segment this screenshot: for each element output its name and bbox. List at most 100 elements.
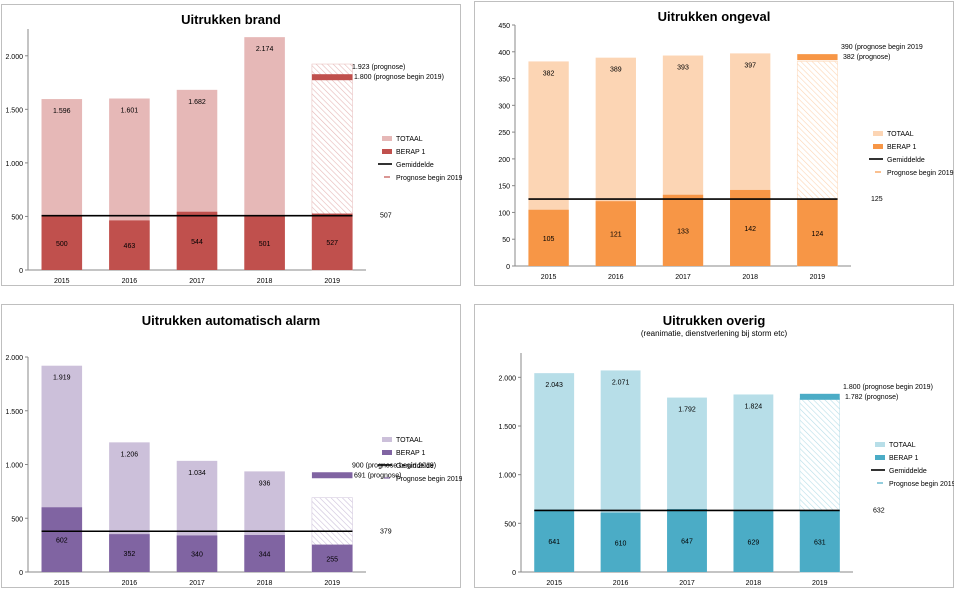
bar-berap bbox=[797, 199, 838, 266]
data-label-totaal: 1.792 bbox=[678, 407, 696, 414]
average-label: 507 bbox=[380, 213, 392, 220]
data-label-berap: 641 bbox=[548, 539, 560, 546]
data-label-berap: 133 bbox=[677, 228, 689, 235]
data-label-berap: 124 bbox=[812, 231, 824, 238]
data-label-totaal: 397 bbox=[744, 62, 756, 69]
average-label: 632 bbox=[873, 507, 885, 514]
annotation: 382 (prognose) bbox=[843, 54, 890, 61]
data-label-totaal: 389 bbox=[610, 67, 622, 74]
chart-title: Uitrukken overig bbox=[662, 313, 766, 328]
data-label-berap: 610 bbox=[615, 540, 627, 547]
y-tick-label: 2.000 bbox=[498, 375, 516, 382]
x-tick-label: 2015 bbox=[54, 580, 70, 587]
y-tick-label: 0 bbox=[506, 264, 510, 271]
legend-swatch-totaal bbox=[875, 442, 885, 447]
data-label-berap: 105 bbox=[543, 236, 555, 243]
data-label-berap: 647 bbox=[681, 539, 693, 546]
average-label: 379 bbox=[380, 528, 392, 535]
data-label-berap: 344 bbox=[259, 552, 271, 559]
bar-berap bbox=[176, 211, 218, 270]
data-label-totaal: 382 bbox=[543, 70, 555, 77]
x-tick-label: 2016 bbox=[122, 278, 138, 285]
y-tick-label: 2.000 bbox=[5, 54, 23, 61]
bar-berap bbox=[534, 509, 575, 572]
x-tick-label: 2018 bbox=[746, 580, 762, 587]
data-label-berap: 527 bbox=[326, 240, 338, 247]
x-tick-label: 2017 bbox=[189, 278, 205, 285]
data-label-totaal: 1.601 bbox=[121, 108, 139, 115]
legend-label: Gemiddelde bbox=[889, 468, 927, 475]
annotation: 1.923 (prognose) bbox=[352, 64, 405, 71]
data-label-totaal: 1.206 bbox=[121, 451, 139, 458]
bar-berap bbox=[662, 194, 704, 266]
y-tick-label: 450 bbox=[498, 23, 510, 30]
legend-label: Prognose begin 2019 bbox=[396, 476, 462, 483]
annotation: 691 (prognose) bbox=[354, 472, 401, 479]
data-label-berap: 255 bbox=[326, 556, 338, 563]
bar-berap bbox=[528, 209, 569, 266]
legend-label: Prognose begin 2019 bbox=[889, 481, 954, 488]
y-tick-label: 0 bbox=[512, 570, 516, 577]
y-tick-label: 50 bbox=[502, 237, 510, 244]
data-label-totaal: 393 bbox=[677, 65, 689, 72]
chart-title: Uitrukken brand bbox=[181, 12, 281, 27]
bar-berap bbox=[595, 201, 636, 266]
legend-label: Gemiddelde bbox=[396, 162, 434, 169]
legend-swatch-totaal bbox=[382, 136, 392, 141]
legend-label: Gemiddelde bbox=[887, 157, 925, 164]
data-label-totaal: 1.034 bbox=[188, 470, 206, 477]
y-tick-label: 1.000 bbox=[498, 473, 516, 480]
chart-panel-ongeval: Uitrukken ongeval 0 50 100 150 200 250 300 350 4… bbox=[474, 1, 954, 286]
legend-swatch-berap bbox=[382, 450, 392, 455]
data-label-totaal: 1.682 bbox=[188, 99, 206, 106]
chart-svg: 0 50 100 150 200 250 300 350 400 450 382 105 2015 389… bbox=[498, 23, 954, 281]
y-tick-label: 0 bbox=[19, 570, 23, 577]
prognose-marker bbox=[311, 472, 353, 479]
data-label-totaal: 2.043 bbox=[545, 382, 563, 389]
x-tick-label: 2017 bbox=[189, 580, 205, 587]
bar-berap bbox=[667, 509, 707, 572]
x-tick-label: 2016 bbox=[608, 274, 624, 281]
chart-panel-automatisch-alarm: Uitrukken automatisch alarm 0 500 1.000 1.5… bbox=[1, 304, 462, 588]
x-tick-label: 2019 bbox=[812, 580, 828, 587]
legend-label: Prognose begin 2019 bbox=[887, 170, 954, 177]
x-tick-label: 2016 bbox=[122, 580, 138, 587]
bar-berap bbox=[311, 213, 353, 270]
annotation: 1.800 (prognose begin 2019) bbox=[843, 384, 933, 391]
data-label-berap: 340 bbox=[191, 552, 203, 559]
legend-swatch-totaal bbox=[873, 131, 883, 136]
chart-title: Uitrukken ongeval bbox=[657, 9, 771, 24]
y-tick-label: 0 bbox=[19, 268, 23, 275]
y-tick-label: 300 bbox=[498, 103, 510, 110]
bar-berap bbox=[244, 216, 285, 270]
y-tick-label: 100 bbox=[498, 210, 510, 217]
x-tick-label: 2017 bbox=[679, 580, 695, 587]
data-label-berap: 142 bbox=[744, 226, 756, 233]
annotation: 900 (prognose begin 2019) bbox=[352, 462, 436, 469]
x-tick-label: 2018 bbox=[257, 580, 273, 587]
bar-berap bbox=[733, 510, 774, 572]
legend-label: BERAP 1 bbox=[396, 149, 426, 156]
chart-panel-overig: Uitrukken overig (reanimatie, dienstverl… bbox=[474, 304, 954, 588]
bar-berap bbox=[311, 544, 353, 572]
chart-title: Uitrukken automatisch alarm bbox=[141, 313, 321, 328]
legend-label: BERAP 1 bbox=[889, 455, 919, 462]
legend-label: BERAP 1 bbox=[396, 450, 426, 457]
data-label-totaal: 1.596 bbox=[53, 108, 71, 115]
data-label-berap: 631 bbox=[814, 539, 826, 546]
x-tick-label: 2018 bbox=[257, 278, 273, 285]
bar-berap bbox=[109, 534, 150, 572]
bar-berap bbox=[176, 535, 218, 572]
data-label-totaal: 1.824 bbox=[745, 403, 763, 410]
data-label-totaal: 2.071 bbox=[612, 379, 630, 386]
prognose-marker bbox=[797, 54, 838, 61]
x-tick-label: 2015 bbox=[546, 580, 562, 587]
data-label-berap: 544 bbox=[191, 239, 203, 246]
data-label-berap: 629 bbox=[748, 539, 760, 546]
data-label-berap: 121 bbox=[610, 232, 622, 239]
y-tick-label: 250 bbox=[498, 130, 510, 137]
y-tick-label: 1.500 bbox=[498, 424, 516, 431]
y-tick-label: 400 bbox=[498, 50, 510, 57]
y-tick-label: 1.000 bbox=[5, 161, 23, 168]
y-tick-label: 1.000 bbox=[5, 463, 23, 470]
